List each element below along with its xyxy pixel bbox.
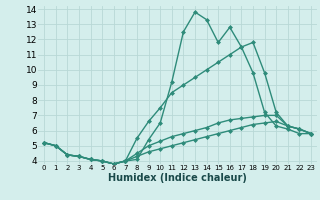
- X-axis label: Humidex (Indice chaleur): Humidex (Indice chaleur): [108, 173, 247, 183]
